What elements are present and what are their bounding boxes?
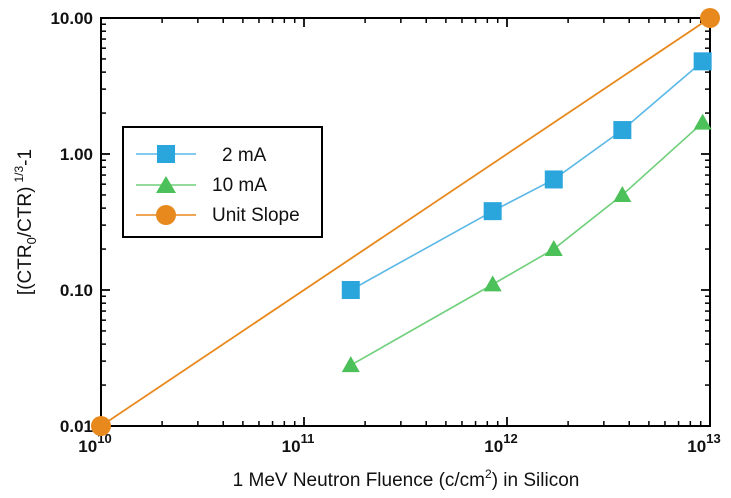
x-tick-label: 1012 xyxy=(484,431,517,456)
data-point-unit-slope xyxy=(91,416,111,436)
data-point-unit-slope xyxy=(700,8,720,28)
x-axis-title: 1 MeV Neutron Fluence (c/cm2) in Silicon xyxy=(233,467,580,491)
y-axis-title-post: -1 xyxy=(15,149,36,166)
x-tick-base: 10 xyxy=(484,437,503,456)
data-point-2-ma xyxy=(693,52,712,71)
legend-box xyxy=(122,126,323,238)
x-tick-base: 10 xyxy=(282,437,301,456)
y-tick-label: 10.00 xyxy=(50,9,93,28)
legend-label-unit-slope: Unit Slope xyxy=(212,205,300,226)
series-line-unit-slope xyxy=(100,17,711,427)
data-point-10-ma xyxy=(341,356,360,373)
x-axis-title-sup: 2 xyxy=(485,467,492,481)
legend-marker-10ma xyxy=(156,176,176,193)
series-line-2-ma xyxy=(350,60,704,291)
data-point-2-ma xyxy=(483,202,502,221)
x-axis-title-post: ) in Silicon xyxy=(492,470,580,491)
x-tick-label: 1011 xyxy=(282,431,315,456)
legend-marker-unit-slope xyxy=(156,205,176,225)
x-tick-exp: 11 xyxy=(301,431,315,446)
plot-frame xyxy=(100,17,711,427)
y-axis-title: [(CTR0/CTR) 1/3-1 xyxy=(12,149,39,295)
data-point-2-ma xyxy=(544,170,563,189)
y-axis-title-pre: [(CTR xyxy=(15,244,36,295)
x-tick-exp: 12 xyxy=(503,431,517,446)
data-point-10-ma xyxy=(544,240,563,257)
series-markers xyxy=(91,8,720,436)
y-axis-title-mid: /CTR) xyxy=(15,187,36,238)
series-line-10-ma xyxy=(350,122,704,366)
x-tick-label: 1013 xyxy=(687,431,720,456)
legend-label-10ma: 10 mA xyxy=(212,175,267,196)
data-point-10-ma xyxy=(483,275,502,292)
legend: 2 mA 10 mA Unit Slope xyxy=(122,126,323,238)
data-point-10-ma xyxy=(693,113,712,130)
x-tick-base: 10 xyxy=(78,437,97,456)
y-tick-label: 0.01 xyxy=(60,417,93,436)
y-tick-label: 0.10 xyxy=(60,281,93,300)
x-axis-title-pre: 1 MeV Neutron Fluence (c/cm xyxy=(233,470,485,491)
data-point-2-ma xyxy=(341,281,360,299)
legend-label-2ma: 2 mA xyxy=(222,145,267,166)
legend-marker-2ma xyxy=(157,145,175,163)
x-tick-base: 10 xyxy=(687,437,706,456)
x-tick-exp: 13 xyxy=(706,431,720,446)
data-point-2-ma xyxy=(613,121,632,140)
y-tick-label: 1.00 xyxy=(60,145,93,164)
y-axis-title-sub: 0 xyxy=(24,237,39,244)
data-point-10-ma xyxy=(613,185,632,202)
y-axis-title-sup: 1/3 xyxy=(12,166,26,183)
